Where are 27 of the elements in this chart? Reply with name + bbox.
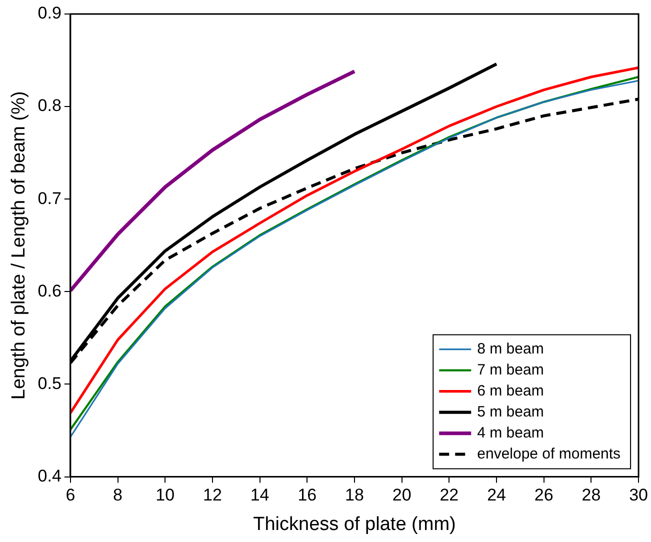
y-tick-label: 0.5 [38,374,62,393]
legend-label: 6 m beam [477,382,544,400]
legend-label: 4 m beam [477,424,544,442]
y-tick-label: 0.7 [38,188,62,208]
x-tick-label: 8 [113,486,123,505]
y-tick-label: 0.6 [38,281,62,300]
y-tick-label: 0.8 [38,96,62,116]
x-tick-label: 12 [203,486,222,505]
x-tick-label: 26 [534,486,554,505]
legend-label: envelope of moments [477,445,621,462]
legend-label: 8 m beam [477,340,544,358]
y-tick-label: 0.9 [38,4,62,23]
x-tick-label: 22 [440,486,459,505]
x-tick-label: 20 [392,486,412,505]
x-tick-label: 24 [487,486,506,505]
y-tick-label: 0.4 [38,466,62,486]
legend-label: 5 m beam [477,403,544,420]
x-tick-label: 6 [66,486,76,505]
x-tick-label: 14 [250,486,270,505]
x-tick-label: 18 [345,486,364,505]
legend-label: 7 m beam [477,361,544,378]
x-tick-label: 30 [629,486,648,505]
y-axis-title: Length of plate / Length of beam (%) [8,91,30,400]
x-tick-label: 16 [298,486,317,505]
x-tick-label: 28 [582,486,601,505]
x-tick-label: 10 [156,486,175,505]
x-axis-title: Thickness of plate (mm) [253,514,456,535]
